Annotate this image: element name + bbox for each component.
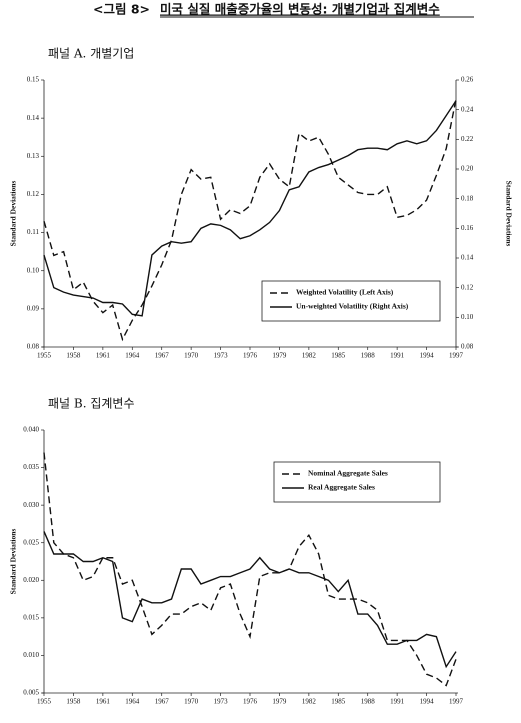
y-tick-label: 0.005 — [23, 689, 39, 697]
x-tick-label: 1955 — [37, 698, 52, 706]
figure-label: <그림 8> — [93, 2, 150, 17]
y2-tick-label: 0.18 — [461, 194, 474, 202]
y-tick-label: 0.040 — [23, 426, 39, 434]
y-tick-label: 0.020 — [23, 576, 39, 584]
x-tick-label: 1991 — [390, 698, 405, 706]
series-line — [43, 531, 457, 669]
y2-tick-label: 0.14 — [461, 254, 474, 262]
legend-label: Real Aggregate Sales — [308, 483, 375, 492]
panel-title: 패널 A. 개별기업 — [48, 47, 134, 61]
y2-tick-label: 0.22 — [461, 135, 474, 143]
x-tick-label: 1961 — [96, 698, 111, 706]
y-axis-title: Standard Deviations — [9, 181, 18, 247]
x-tick-label: 1973 — [214, 698, 229, 706]
y2-tick-label: 0.24 — [461, 105, 474, 113]
x-tick-label: 1982 — [302, 698, 317, 706]
y2-tick-label: 0.12 — [461, 283, 474, 291]
y-tick-label: 0.025 — [23, 538, 39, 546]
x-tick-label: 1997 — [449, 352, 464, 360]
x-tick-label: 1964 — [125, 352, 140, 360]
y-tick-label: 0.10 — [27, 266, 40, 274]
panel-title: 패널 B. 집계변수 — [48, 397, 135, 411]
x-tick-label: 1967 — [155, 352, 170, 360]
y2-tick-label: 0.20 — [461, 165, 474, 173]
y2-tick-label: 0.16 — [461, 224, 474, 232]
legend-box — [261, 280, 441, 322]
x-tick-label: 1991 — [390, 352, 405, 360]
legend-box — [273, 461, 441, 503]
x-tick-label: 1988 — [361, 352, 376, 360]
x-tick-label: 1994 — [420, 698, 435, 706]
x-tick-label: 1955 — [37, 352, 52, 360]
y-axis-title: Standard Deviations — [9, 529, 18, 595]
y-tick-label: 0.015 — [23, 613, 39, 621]
x-tick-label: 1970 — [184, 698, 199, 706]
y-tick-label: 0.15 — [27, 76, 40, 84]
x-tick-label: 1964 — [125, 698, 140, 706]
x-tick-label: 1988 — [361, 698, 376, 706]
series-line — [43, 98, 457, 342]
x-tick-label: 1958 — [66, 698, 81, 706]
y-tick-label: 0.035 — [23, 463, 39, 471]
y-tick-label: 0.13 — [27, 152, 40, 160]
y-tick-label: 0.14 — [27, 114, 40, 122]
y2-tick-label: 0.08 — [461, 343, 474, 351]
y-tick-label: 0.010 — [23, 651, 39, 659]
x-tick-label: 1997 — [449, 698, 464, 706]
y-tick-label: 0.12 — [27, 190, 40, 198]
x-tick-label: 1973 — [214, 352, 229, 360]
x-tick-label: 1979 — [272, 352, 287, 360]
y2-axis-title: Standard Deviations — [504, 181, 513, 247]
x-tick-label: 1976 — [243, 698, 258, 706]
legend-label: Weighted Volatility (Left Axis) — [296, 288, 394, 297]
x-tick-label: 1958 — [66, 352, 81, 360]
x-tick-label: 1985 — [331, 698, 346, 706]
x-tick-label: 1970 — [184, 352, 199, 360]
x-tick-label: 1979 — [272, 698, 287, 706]
x-tick-label: 1982 — [302, 352, 317, 360]
x-tick-label: 1961 — [96, 352, 111, 360]
y2-tick-label: 0.26 — [461, 76, 474, 84]
x-tick-label: 1967 — [155, 698, 170, 706]
series-line — [43, 100, 457, 317]
legend-label: Un-weighted Volatility (Right Axis) — [296, 302, 409, 311]
y2-tick-label: 0.10 — [461, 313, 474, 321]
x-tick-label: 1976 — [243, 352, 258, 360]
x-tick-label: 1994 — [420, 352, 435, 360]
series-line — [43, 452, 457, 687]
figure-title: 미국 실질 매출증가율의 변동성: 개별기업과 집계변수 — [160, 2, 440, 17]
legend-label: Nominal Aggregate Sales — [308, 469, 388, 478]
y-tick-label: 0.11 — [27, 228, 39, 236]
x-tick-label: 1985 — [331, 352, 346, 360]
y-tick-label: 0.030 — [23, 501, 39, 509]
y-tick-label: 0.08 — [27, 343, 40, 351]
y-tick-label: 0.09 — [27, 304, 40, 312]
